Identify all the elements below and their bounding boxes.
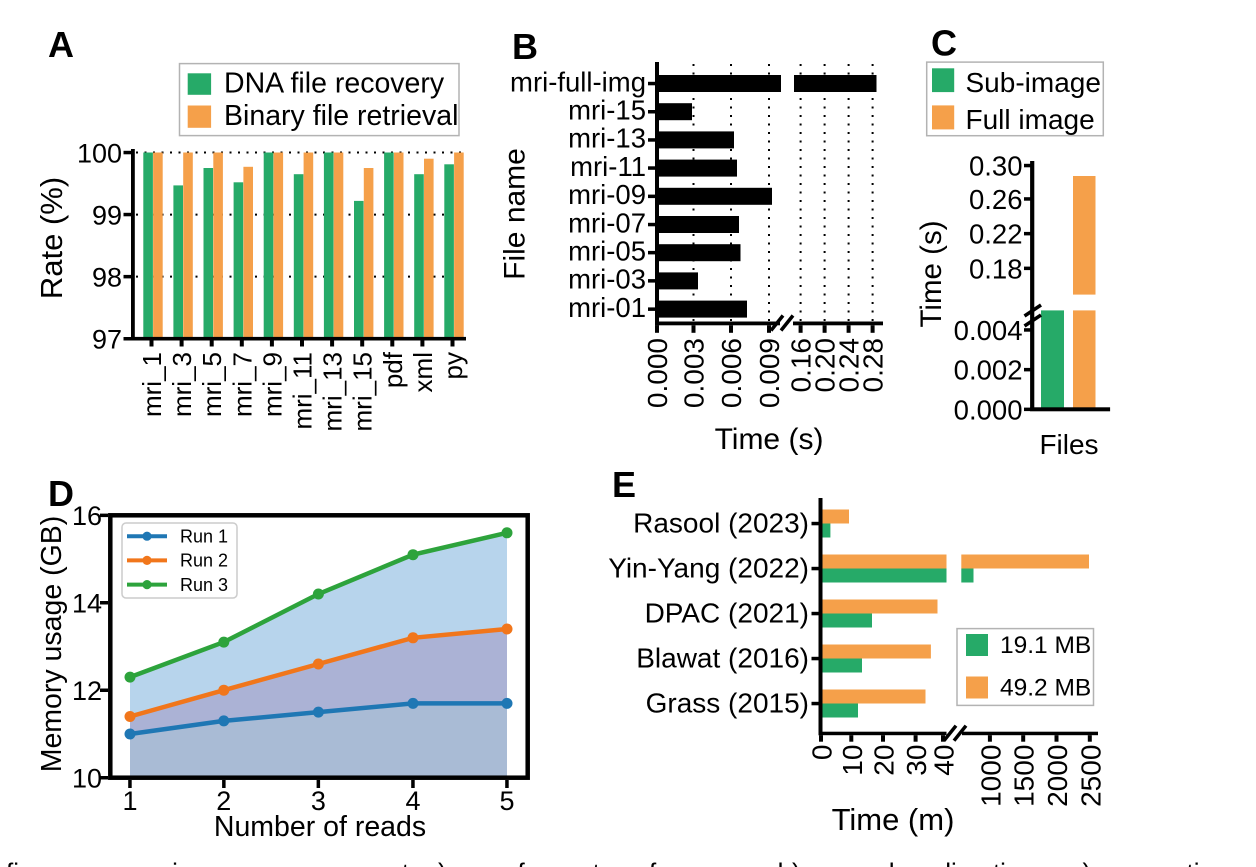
svg-text:Time (s): Time (s) bbox=[715, 423, 824, 456]
svg-text:E: E bbox=[612, 464, 636, 505]
svg-text:Memory usage (GB): Memory usage (GB) bbox=[36, 516, 68, 773]
svg-text:1: 1 bbox=[122, 786, 137, 816]
svg-text:2: 2 bbox=[216, 786, 231, 816]
svg-text:DNA file recovery: DNA file recovery bbox=[224, 68, 445, 100]
svg-text:0.009: 0.009 bbox=[754, 338, 785, 408]
svg-text:C: C bbox=[931, 23, 957, 64]
svg-text:0.004: 0.004 bbox=[954, 315, 1023, 346]
svg-text:5: 5 bbox=[499, 786, 514, 816]
svg-text:0: 0 bbox=[807, 745, 838, 761]
svg-text:A: A bbox=[48, 24, 74, 65]
svg-text:20: 20 bbox=[869, 745, 900, 776]
svg-text:mri_3: mri_3 bbox=[167, 352, 197, 417]
svg-text:Yin-Yang (2022): Yin-Yang (2022) bbox=[608, 553, 809, 584]
svg-text:mri-07: mri-07 bbox=[568, 207, 646, 238]
svg-text:Binary file retrieval: Binary file retrieval bbox=[224, 100, 458, 132]
svg-text:Run 3: Run 3 bbox=[180, 575, 228, 595]
svg-text:0.006: 0.006 bbox=[716, 338, 747, 408]
svg-text:14: 14 bbox=[72, 589, 102, 619]
svg-text:0.22: 0.22 bbox=[969, 219, 1023, 250]
svg-text:mri-13: mri-13 bbox=[568, 123, 646, 154]
svg-text:10: 10 bbox=[837, 745, 868, 776]
svg-text:0.003: 0.003 bbox=[679, 338, 710, 408]
svg-text:DPAC (2021): DPAC (2021) bbox=[645, 598, 809, 629]
svg-text:mri_15: mri_15 bbox=[348, 352, 378, 431]
svg-text:0.24: 0.24 bbox=[834, 338, 865, 393]
svg-text:98: 98 bbox=[92, 263, 122, 293]
svg-text:mri-05: mri-05 bbox=[568, 236, 646, 267]
svg-text:1000: 1000 bbox=[975, 745, 1006, 807]
svg-text:1500: 1500 bbox=[1009, 745, 1040, 807]
svg-text:mri_11: mri_11 bbox=[288, 352, 318, 430]
svg-text:0.002: 0.002 bbox=[954, 355, 1023, 386]
svg-text:Time (s): Time (s) bbox=[915, 220, 948, 327]
svg-text:100: 100 bbox=[77, 139, 122, 169]
svg-text:B: B bbox=[512, 26, 538, 67]
svg-text:mri-11: mri-11 bbox=[570, 151, 646, 182]
svg-text:99: 99 bbox=[92, 201, 122, 231]
svg-text:Run 1: Run 1 bbox=[180, 527, 228, 547]
svg-text:Files: Files bbox=[1039, 429, 1098, 460]
svg-text:xml: xml bbox=[408, 352, 438, 392]
svg-text:0.000: 0.000 bbox=[954, 394, 1023, 425]
svg-text:mri-01: mri-01 bbox=[568, 292, 646, 323]
svg-text:Grass (2015): Grass (2015) bbox=[646, 688, 809, 719]
svg-text:0.18: 0.18 bbox=[969, 253, 1023, 284]
svg-text:figure summarizes our assessme: figure summarizes our assessment: a) err… bbox=[6, 858, 1256, 867]
svg-text:Run 2: Run 2 bbox=[180, 551, 228, 571]
svg-text:mri_7: mri_7 bbox=[227, 352, 257, 417]
svg-text:0.20: 0.20 bbox=[810, 338, 841, 393]
svg-text:Number of reads: Number of reads bbox=[214, 811, 426, 843]
svg-text:mri-09: mri-09 bbox=[568, 179, 646, 210]
svg-text:mri-03: mri-03 bbox=[568, 264, 646, 295]
svg-text:4: 4 bbox=[405, 786, 420, 816]
svg-text:Rasool (2023): Rasool (2023) bbox=[633, 508, 809, 539]
svg-text:12: 12 bbox=[72, 676, 102, 706]
svg-text:py: py bbox=[438, 352, 468, 379]
svg-text:mri_1: mri_1 bbox=[137, 352, 167, 417]
svg-text:40: 40 bbox=[929, 745, 960, 776]
svg-text:pdf: pdf bbox=[378, 351, 408, 388]
svg-text:mri_5: mri_5 bbox=[197, 352, 227, 417]
svg-text:Time (m): Time (m) bbox=[832, 802, 955, 837]
svg-text:30: 30 bbox=[901, 745, 932, 776]
svg-text:mri_9: mri_9 bbox=[257, 352, 287, 417]
svg-text:Rate (%): Rate (%) bbox=[34, 177, 69, 299]
svg-text:0.000: 0.000 bbox=[642, 338, 673, 408]
svg-text:0.26: 0.26 bbox=[969, 184, 1023, 215]
svg-text:mri_13: mri_13 bbox=[318, 352, 348, 431]
svg-text:D: D bbox=[48, 473, 74, 514]
svg-text:File name: File name bbox=[499, 148, 532, 280]
svg-text:19.1 MB: 19.1 MB bbox=[1000, 632, 1091, 659]
svg-text:97: 97 bbox=[92, 325, 122, 355]
svg-text:mri-full-img: mri-full-img bbox=[510, 66, 646, 97]
svg-text:3: 3 bbox=[311, 786, 326, 816]
svg-text:2500: 2500 bbox=[1075, 745, 1106, 807]
svg-text:Sub-image: Sub-image bbox=[966, 67, 1101, 98]
svg-text:16: 16 bbox=[72, 501, 102, 531]
svg-text:0.30: 0.30 bbox=[969, 151, 1023, 182]
svg-text:49.2 MB: 49.2 MB bbox=[1000, 675, 1091, 702]
svg-text:10: 10 bbox=[72, 764, 102, 794]
svg-text:Full image: Full image bbox=[966, 104, 1095, 135]
svg-text:Blawat (2016): Blawat (2016) bbox=[636, 643, 809, 674]
svg-text:0.16: 0.16 bbox=[786, 338, 817, 393]
svg-text:0.28: 0.28 bbox=[858, 338, 889, 393]
svg-text:mri-15: mri-15 bbox=[568, 95, 646, 126]
svg-text:2000: 2000 bbox=[1042, 745, 1073, 807]
